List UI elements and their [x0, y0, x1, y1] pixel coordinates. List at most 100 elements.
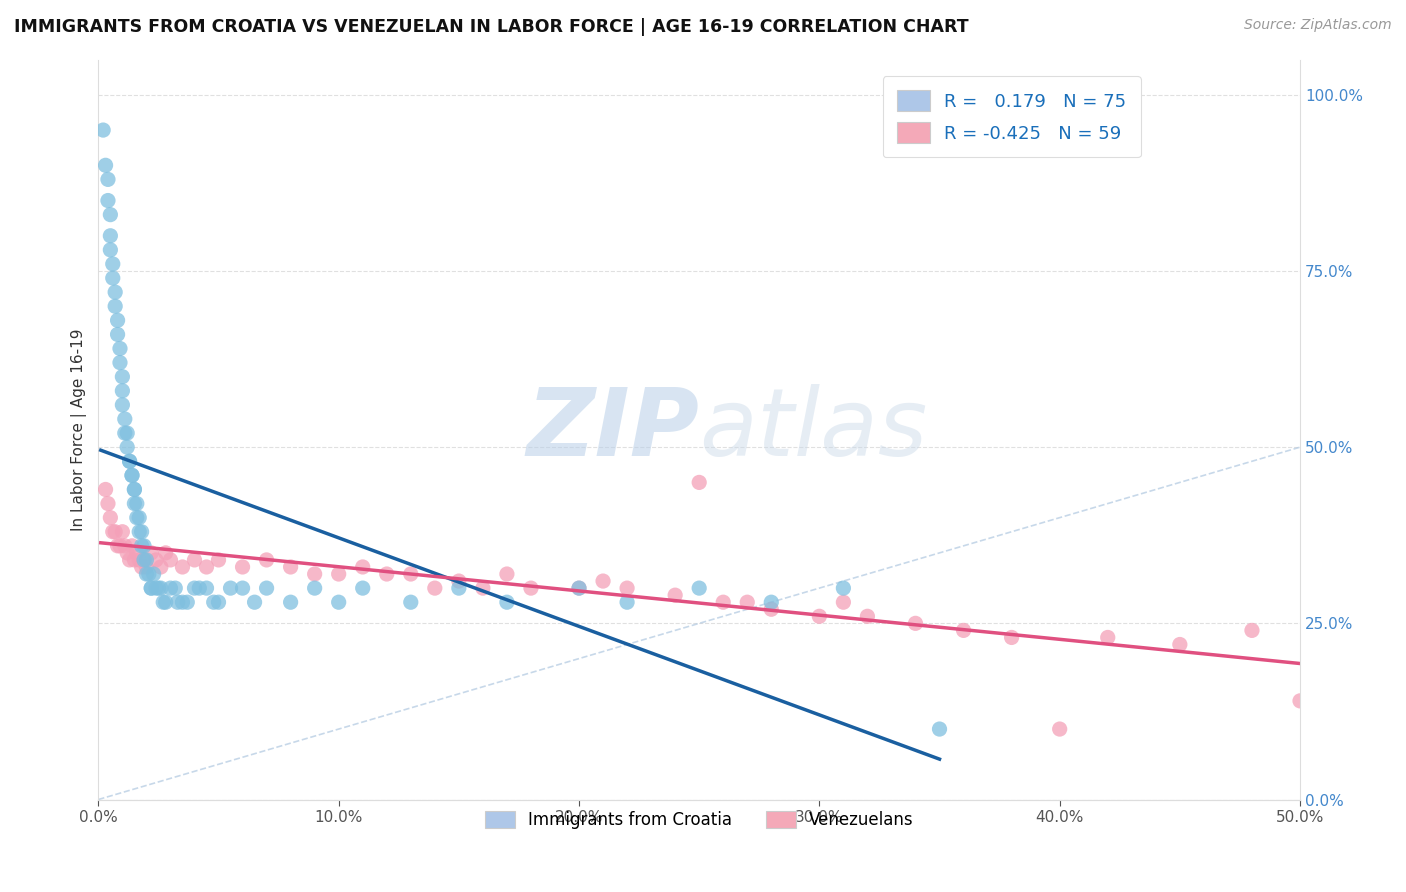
Point — [447, 581, 470, 595]
Point — [111, 398, 134, 412]
Point — [125, 546, 148, 560]
Point — [98, 228, 121, 243]
Point — [132, 553, 155, 567]
Point — [118, 454, 141, 468]
Point — [202, 595, 225, 609]
Point — [135, 560, 157, 574]
Point — [176, 595, 198, 609]
Text: IMMIGRANTS FROM CROATIA VS VENEZUELAN IN LABOR FORCE | AGE 16-19 CORRELATION CHA: IMMIGRANTS FROM CROATIA VS VENEZUELAN IN… — [14, 18, 969, 36]
Point — [155, 595, 177, 609]
Point — [104, 524, 127, 539]
Point — [138, 567, 160, 582]
Point — [107, 539, 129, 553]
Point — [423, 581, 446, 595]
Point — [399, 567, 422, 582]
Point — [97, 172, 120, 186]
Point — [131, 539, 153, 553]
Point — [101, 257, 124, 271]
Point — [735, 595, 758, 609]
Point — [104, 299, 127, 313]
Point — [124, 497, 146, 511]
Point — [124, 483, 146, 497]
Point — [207, 595, 229, 609]
Point — [141, 581, 163, 595]
Point — [568, 581, 591, 595]
Point — [166, 595, 188, 609]
Point — [304, 581, 326, 595]
Point — [149, 581, 172, 595]
Point — [616, 595, 638, 609]
Point — [165, 581, 187, 595]
Point — [107, 327, 129, 342]
Point — [1001, 631, 1024, 645]
Point — [121, 539, 143, 553]
Point — [114, 426, 136, 441]
Point — [94, 483, 117, 497]
Point — [132, 539, 155, 553]
Point — [616, 581, 638, 595]
Point — [94, 158, 117, 172]
Point — [1168, 638, 1191, 652]
Point — [711, 595, 734, 609]
Point — [97, 194, 120, 208]
Point — [304, 567, 326, 582]
Point — [135, 553, 157, 567]
Text: ZIP: ZIP — [526, 384, 699, 475]
Point — [108, 356, 131, 370]
Point — [128, 553, 150, 567]
Point — [1097, 631, 1119, 645]
Point — [195, 560, 218, 574]
Point — [328, 595, 350, 609]
Point — [159, 581, 181, 595]
Point — [496, 595, 519, 609]
Point — [107, 313, 129, 327]
Point — [111, 384, 134, 398]
Point — [131, 560, 153, 574]
Text: Source: ZipAtlas.com: Source: ZipAtlas.com — [1244, 18, 1392, 32]
Point — [568, 581, 591, 595]
Point — [114, 539, 136, 553]
Point — [101, 524, 124, 539]
Point — [125, 510, 148, 524]
Point — [808, 609, 831, 624]
Point — [761, 602, 783, 616]
Point — [256, 553, 278, 567]
Point — [155, 546, 177, 560]
Point — [132, 553, 155, 567]
Point — [592, 574, 614, 588]
Point — [149, 560, 172, 574]
Point — [135, 567, 157, 582]
Point — [280, 595, 302, 609]
Point — [145, 581, 167, 595]
Point — [172, 595, 194, 609]
Text: atlas: atlas — [699, 384, 928, 475]
Point — [664, 588, 686, 602]
Point — [172, 560, 194, 574]
Point — [232, 581, 254, 595]
Point — [352, 560, 374, 574]
Point — [219, 581, 242, 595]
Point — [101, 271, 124, 285]
Point — [148, 581, 170, 595]
Point — [856, 609, 879, 624]
Point — [904, 616, 927, 631]
Point — [128, 510, 150, 524]
Point — [121, 468, 143, 483]
Point — [115, 440, 138, 454]
Point — [124, 483, 146, 497]
Point — [111, 524, 134, 539]
Point — [352, 581, 374, 595]
Point — [128, 524, 150, 539]
Point — [1240, 624, 1263, 638]
Point — [928, 722, 950, 736]
Point — [118, 553, 141, 567]
Point — [496, 567, 519, 582]
Point — [471, 581, 494, 595]
Point — [124, 553, 146, 567]
Point — [520, 581, 543, 595]
Point — [188, 581, 211, 595]
Point — [142, 567, 165, 582]
Point — [232, 560, 254, 574]
Point — [97, 497, 120, 511]
Point — [121, 468, 143, 483]
